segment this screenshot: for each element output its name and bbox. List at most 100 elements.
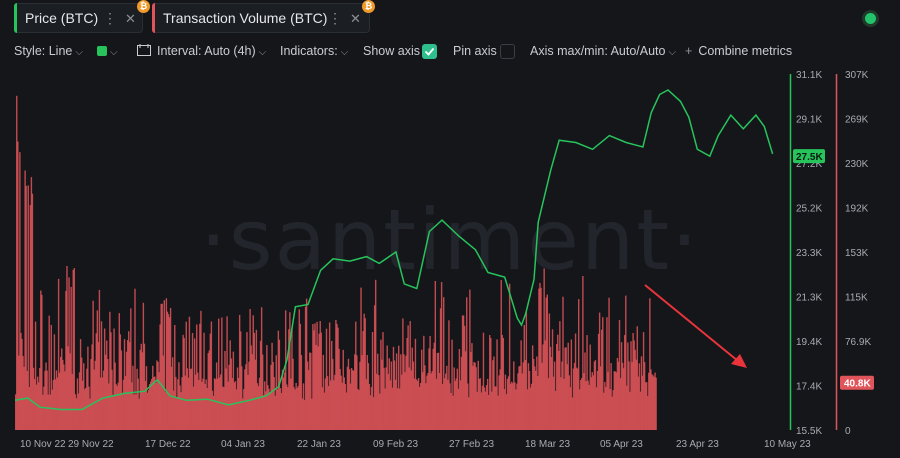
volume-bar: [270, 364, 272, 430]
combine-metrics-button[interactable]: + Combine metrics: [685, 44, 792, 58]
price-axis-tick-label: 27.2K: [796, 159, 822, 170]
volume-bar: [207, 353, 209, 430]
volume-bar: [139, 349, 141, 430]
volume-bar: [527, 363, 530, 430]
color-swatch: [97, 46, 107, 56]
volume-bar: [314, 323, 316, 430]
volume-bar: [303, 399, 306, 430]
volume-bar: [479, 378, 482, 430]
volume-bar: [75, 398, 78, 430]
volume-bar: [64, 371, 66, 430]
volume-bar: [497, 395, 499, 430]
interval-dropdown[interactable]: Interval: Auto (4h) ⌵: [137, 44, 266, 58]
volume-bar: [529, 387, 532, 430]
volume-bar: [443, 297, 445, 430]
show-axis-checkbox[interactable]: [422, 44, 437, 59]
tab-transaction-volume-btc[interactable]: Transaction Volume (BTC) ⋮ ✕: [152, 3, 370, 33]
volume-bar: [353, 370, 355, 430]
volume-bar: [491, 391, 493, 430]
volume-bar: [48, 315, 50, 430]
last-value-badges: 27.5K 40.8K: [793, 149, 874, 390]
volume-bar: [239, 331, 242, 430]
volume-axis-tick-label: 230K: [845, 159, 869, 170]
volume-bar: [387, 374, 389, 430]
volume-bar: [346, 366, 349, 430]
volume-bar: [46, 370, 48, 430]
volume-bar: [205, 379, 207, 430]
close-icon[interactable]: ✕: [125, 11, 136, 26]
volume-bar: [653, 376, 655, 430]
volume-bar: [142, 302, 145, 430]
indicators-dropdown[interactable]: Indicators: ⌵: [280, 44, 348, 58]
volume-bar: [432, 348, 434, 430]
volume-axis-tick-label: 115K: [845, 293, 868, 304]
volume-bar: [245, 364, 247, 430]
volume-bar: [594, 360, 597, 430]
volume-bar: [446, 365, 448, 430]
volume-bar: [614, 371, 617, 430]
volume-bar: [145, 366, 148, 430]
volume-bar: [626, 385, 628, 430]
volume-bar: [324, 378, 327, 430]
volume-bar: [182, 334, 184, 430]
style-dropdown[interactable]: Style: Line ⌵: [14, 44, 83, 58]
volume-bar: [304, 306, 307, 430]
more-options-icon[interactable]: ⋮: [328, 10, 342, 26]
volume-bar: [70, 286, 72, 430]
price-axis-tick-label: 19.4K: [796, 337, 822, 348]
close-icon[interactable]: ✕: [350, 11, 361, 26]
volume-bar: [68, 277, 70, 430]
volume-bar: [27, 185, 29, 430]
volume-axis-tick-label: 0: [845, 426, 851, 437]
volume-bar: [234, 381, 237, 430]
volume-bar: [464, 351, 467, 430]
volume-bar: [340, 375, 342, 430]
volume-bar: [103, 328, 106, 430]
volume-bar: [115, 384, 117, 430]
color-picker[interactable]: ⌵: [97, 44, 118, 58]
x-axis-tick-label: 05 Apr 23: [600, 439, 643, 450]
volume-bar: [209, 333, 212, 430]
volume-bar: [93, 369, 95, 430]
volume-bar: [327, 386, 330, 430]
volume-bar: [406, 338, 408, 430]
volume-bar: [571, 397, 574, 430]
volume-bar: [540, 287, 542, 430]
volume-bar: [215, 362, 218, 430]
volume-bar: [634, 349, 636, 430]
volume-bar: [138, 398, 140, 430]
volume-bar: [531, 345, 534, 430]
volume-bar: [514, 382, 516, 430]
volume-bar: [311, 398, 313, 430]
volume-bar: [266, 345, 268, 430]
volume-bar: [599, 366, 602, 430]
volume-bar: [120, 350, 123, 430]
volume-bar: [651, 374, 653, 430]
volume-bar: [414, 338, 417, 430]
status-indicator: [865, 13, 876, 24]
volume-bar: [581, 377, 583, 430]
axis-maxmin-dropdown[interactable]: Axis max/min: Auto/Auto ⌵: [530, 44, 676, 58]
volume-bar: [308, 370, 310, 430]
tab-price-btc[interactable]: Price (BTC) ⋮ ✕: [14, 3, 143, 33]
interval-label: Interval: Auto (4h): [157, 44, 256, 58]
volume-bar: [562, 296, 564, 430]
volume-bar: [463, 325, 466, 430]
volume-bar: [610, 363, 612, 430]
volume-bar: [305, 298, 308, 430]
volume-bar: [128, 331, 130, 430]
volume-bar: [638, 363, 641, 430]
volume-bar: [493, 356, 495, 430]
more-options-icon[interactable]: ⋮: [103, 10, 117, 26]
volume-bar: [617, 361, 620, 430]
pin-axis-checkbox[interactable]: [500, 44, 515, 59]
volume-bar: [595, 387, 598, 430]
volume-bar: [136, 368, 138, 430]
volume-bar: [267, 385, 269, 430]
volume-bar: [513, 361, 515, 430]
volume-bar: [151, 378, 153, 430]
volume-bar: [62, 359, 64, 430]
volume-bar: [436, 353, 439, 430]
chart-area[interactable]: ·santiment· 31.1K 29.1K 27.2K 25.2K 23.3K 21.…: [0, 64, 900, 458]
volume-bar: [177, 379, 179, 430]
